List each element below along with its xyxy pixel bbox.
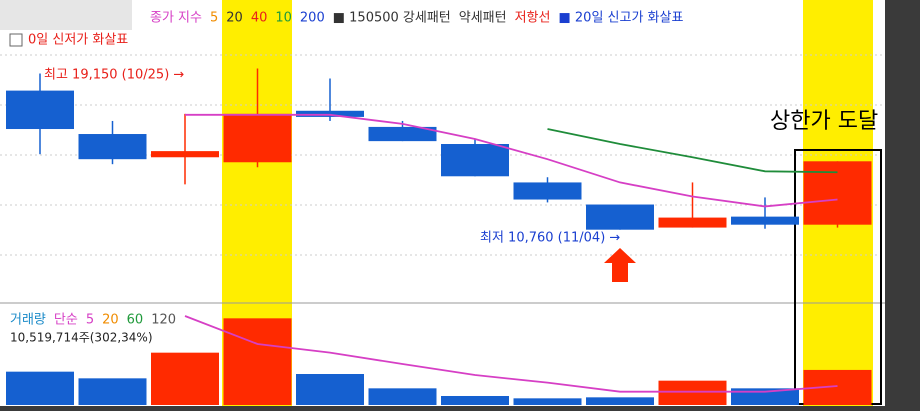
candle-body	[296, 110, 364, 117]
legend-item: 120	[151, 313, 176, 328]
candle-body	[223, 113, 292, 163]
volume-annotation: 10,519,714주(302,34%)	[10, 331, 153, 345]
moving-average-line	[184, 315, 838, 393]
legend-item: 5	[210, 11, 218, 26]
volume-bar	[223, 318, 292, 405]
blurred-area	[0, 0, 132, 30]
legend-item: 10	[275, 11, 292, 26]
volume-bar	[368, 388, 437, 405]
legend-item: 20	[102, 313, 119, 328]
legend-item: 20	[226, 11, 243, 26]
legend-item: ■ 150500 강세패턴	[333, 11, 451, 26]
volume-bar	[78, 378, 147, 405]
volume-bar	[658, 380, 727, 405]
chart-background	[0, 0, 885, 406]
legend-line2: 0일 신저가 화살표	[28, 33, 128, 48]
volume-bar	[513, 398, 582, 405]
up-arrow	[604, 248, 636, 282]
legend-item: 60	[127, 313, 144, 328]
candle-body	[513, 182, 582, 200]
candle-body	[78, 134, 147, 160]
volume-bar	[296, 374, 364, 405]
legend-item: 약세패턴	[459, 11, 507, 26]
candle-body	[586, 204, 654, 230]
candle-body	[6, 90, 74, 130]
candle-body	[803, 161, 872, 225]
low-annotation: 최저 10,760 (11/04) →	[480, 231, 620, 246]
volume-bar	[151, 352, 219, 405]
legend-item: 저항선	[515, 11, 551, 26]
volume-bar	[586, 397, 654, 405]
candle-body	[151, 151, 219, 158]
legend-item: 단순	[54, 313, 78, 328]
high-annotation: 최고 19,150 (10/25) →	[44, 68, 184, 83]
volume-bar	[441, 396, 509, 405]
legend-item: 200	[300, 11, 325, 26]
candle-body	[368, 126, 437, 142]
legend-item: 거래량	[10, 313, 46, 328]
legend-item: 40	[251, 11, 268, 26]
moving-average-line	[185, 113, 838, 208]
candle-body	[441, 144, 509, 177]
limit-up-annotation: 상한가 도달	[770, 109, 878, 134]
candle-body	[731, 216, 799, 225]
volume-bar	[6, 371, 74, 405]
legend-item: 종가 지수	[150, 11, 202, 26]
candle-body	[658, 217, 727, 228]
legend-item: 5	[86, 313, 94, 328]
moving-average-line	[547, 128, 838, 174]
calendar-icon	[9, 33, 23, 47]
legend-item: ■ 20일 신고가 화살표	[558, 11, 683, 26]
